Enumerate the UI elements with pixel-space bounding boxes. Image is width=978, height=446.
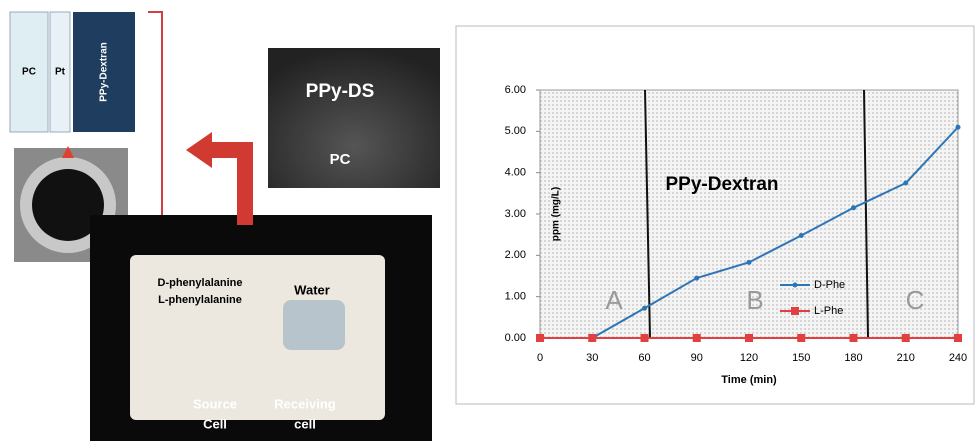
pc-layer <box>9 11 49 133</box>
x-tick-label: 180 <box>844 352 862 364</box>
x-tick-label: 90 <box>691 352 703 364</box>
point <box>640 334 649 342</box>
y-tick-label: 1.00 <box>505 291 526 303</box>
x-tick-label: 0 <box>537 352 543 364</box>
y-tick-label: 4.00 <box>505 167 526 179</box>
point <box>694 275 700 281</box>
membrane-diagram: PC Pt PPy-Dextran <box>9 11 135 133</box>
membrane <box>32 169 104 241</box>
legend-marker <box>792 282 798 288</box>
legend-marker <box>791 307 799 315</box>
label: cell <box>294 416 316 431</box>
region-divider <box>644 89 651 339</box>
annotation: C <box>906 285 925 315</box>
point <box>849 334 858 342</box>
point <box>692 334 701 342</box>
label: PC <box>22 67 36 78</box>
legend-label: L-Phe <box>814 305 843 317</box>
x-tick-label: 30 <box>586 352 598 364</box>
region-divider <box>863 89 869 339</box>
point <box>536 334 544 342</box>
point <box>588 334 597 342</box>
x-axis-label: Time (min) <box>721 374 777 386</box>
label: PPy-DS <box>306 81 375 102</box>
bracket <box>148 11 163 258</box>
point <box>955 124 961 130</box>
y-tick-label: 6.00 <box>505 84 526 96</box>
point <box>954 334 962 342</box>
sem-image <box>268 48 440 188</box>
point <box>903 180 909 186</box>
label: Pt <box>55 67 66 78</box>
point <box>797 334 806 342</box>
label: D-phenylalanine <box>158 277 243 289</box>
cell-block <box>130 255 385 420</box>
label: Receiving <box>274 396 335 411</box>
plot-area <box>539 89 959 339</box>
arrow <box>186 132 212 168</box>
y-tick-label: 0.00 <box>505 332 526 344</box>
point <box>901 334 910 342</box>
x-tick-label: 60 <box>638 352 650 364</box>
point <box>746 259 752 265</box>
y-tick-label: 5.00 <box>505 125 526 137</box>
label: PPy-Dextran <box>99 42 110 101</box>
y-tick-label: 2.00 <box>505 249 526 261</box>
label: L-phenylalanine <box>158 294 242 306</box>
legend-label: D-Phe <box>814 279 845 291</box>
arrow <box>200 142 253 225</box>
label: Cell <box>203 416 227 431</box>
point <box>642 305 647 311</box>
x-tick-label: 240 <box>949 352 967 364</box>
label: Source <box>193 396 237 411</box>
x-tick-label: 210 <box>897 352 915 364</box>
annotation: B <box>746 285 763 315</box>
chart-title: PPy-Dextran <box>666 174 779 195</box>
y-axis-label: ppm (mg/L) <box>551 187 562 241</box>
well <box>283 300 345 350</box>
x-tick-label: 120 <box>740 352 758 364</box>
point <box>745 334 753 342</box>
annotation: A <box>605 285 623 315</box>
label: PC <box>330 151 351 168</box>
arrow <box>62 146 74 158</box>
x-tick-label: 150 <box>792 352 810 364</box>
y-tick-label: 3.00 <box>505 208 526 220</box>
point <box>798 232 804 238</box>
label: Water <box>294 282 330 297</box>
pt-layer <box>49 11 71 133</box>
ppy-layer <box>73 12 135 132</box>
point <box>851 205 856 211</box>
